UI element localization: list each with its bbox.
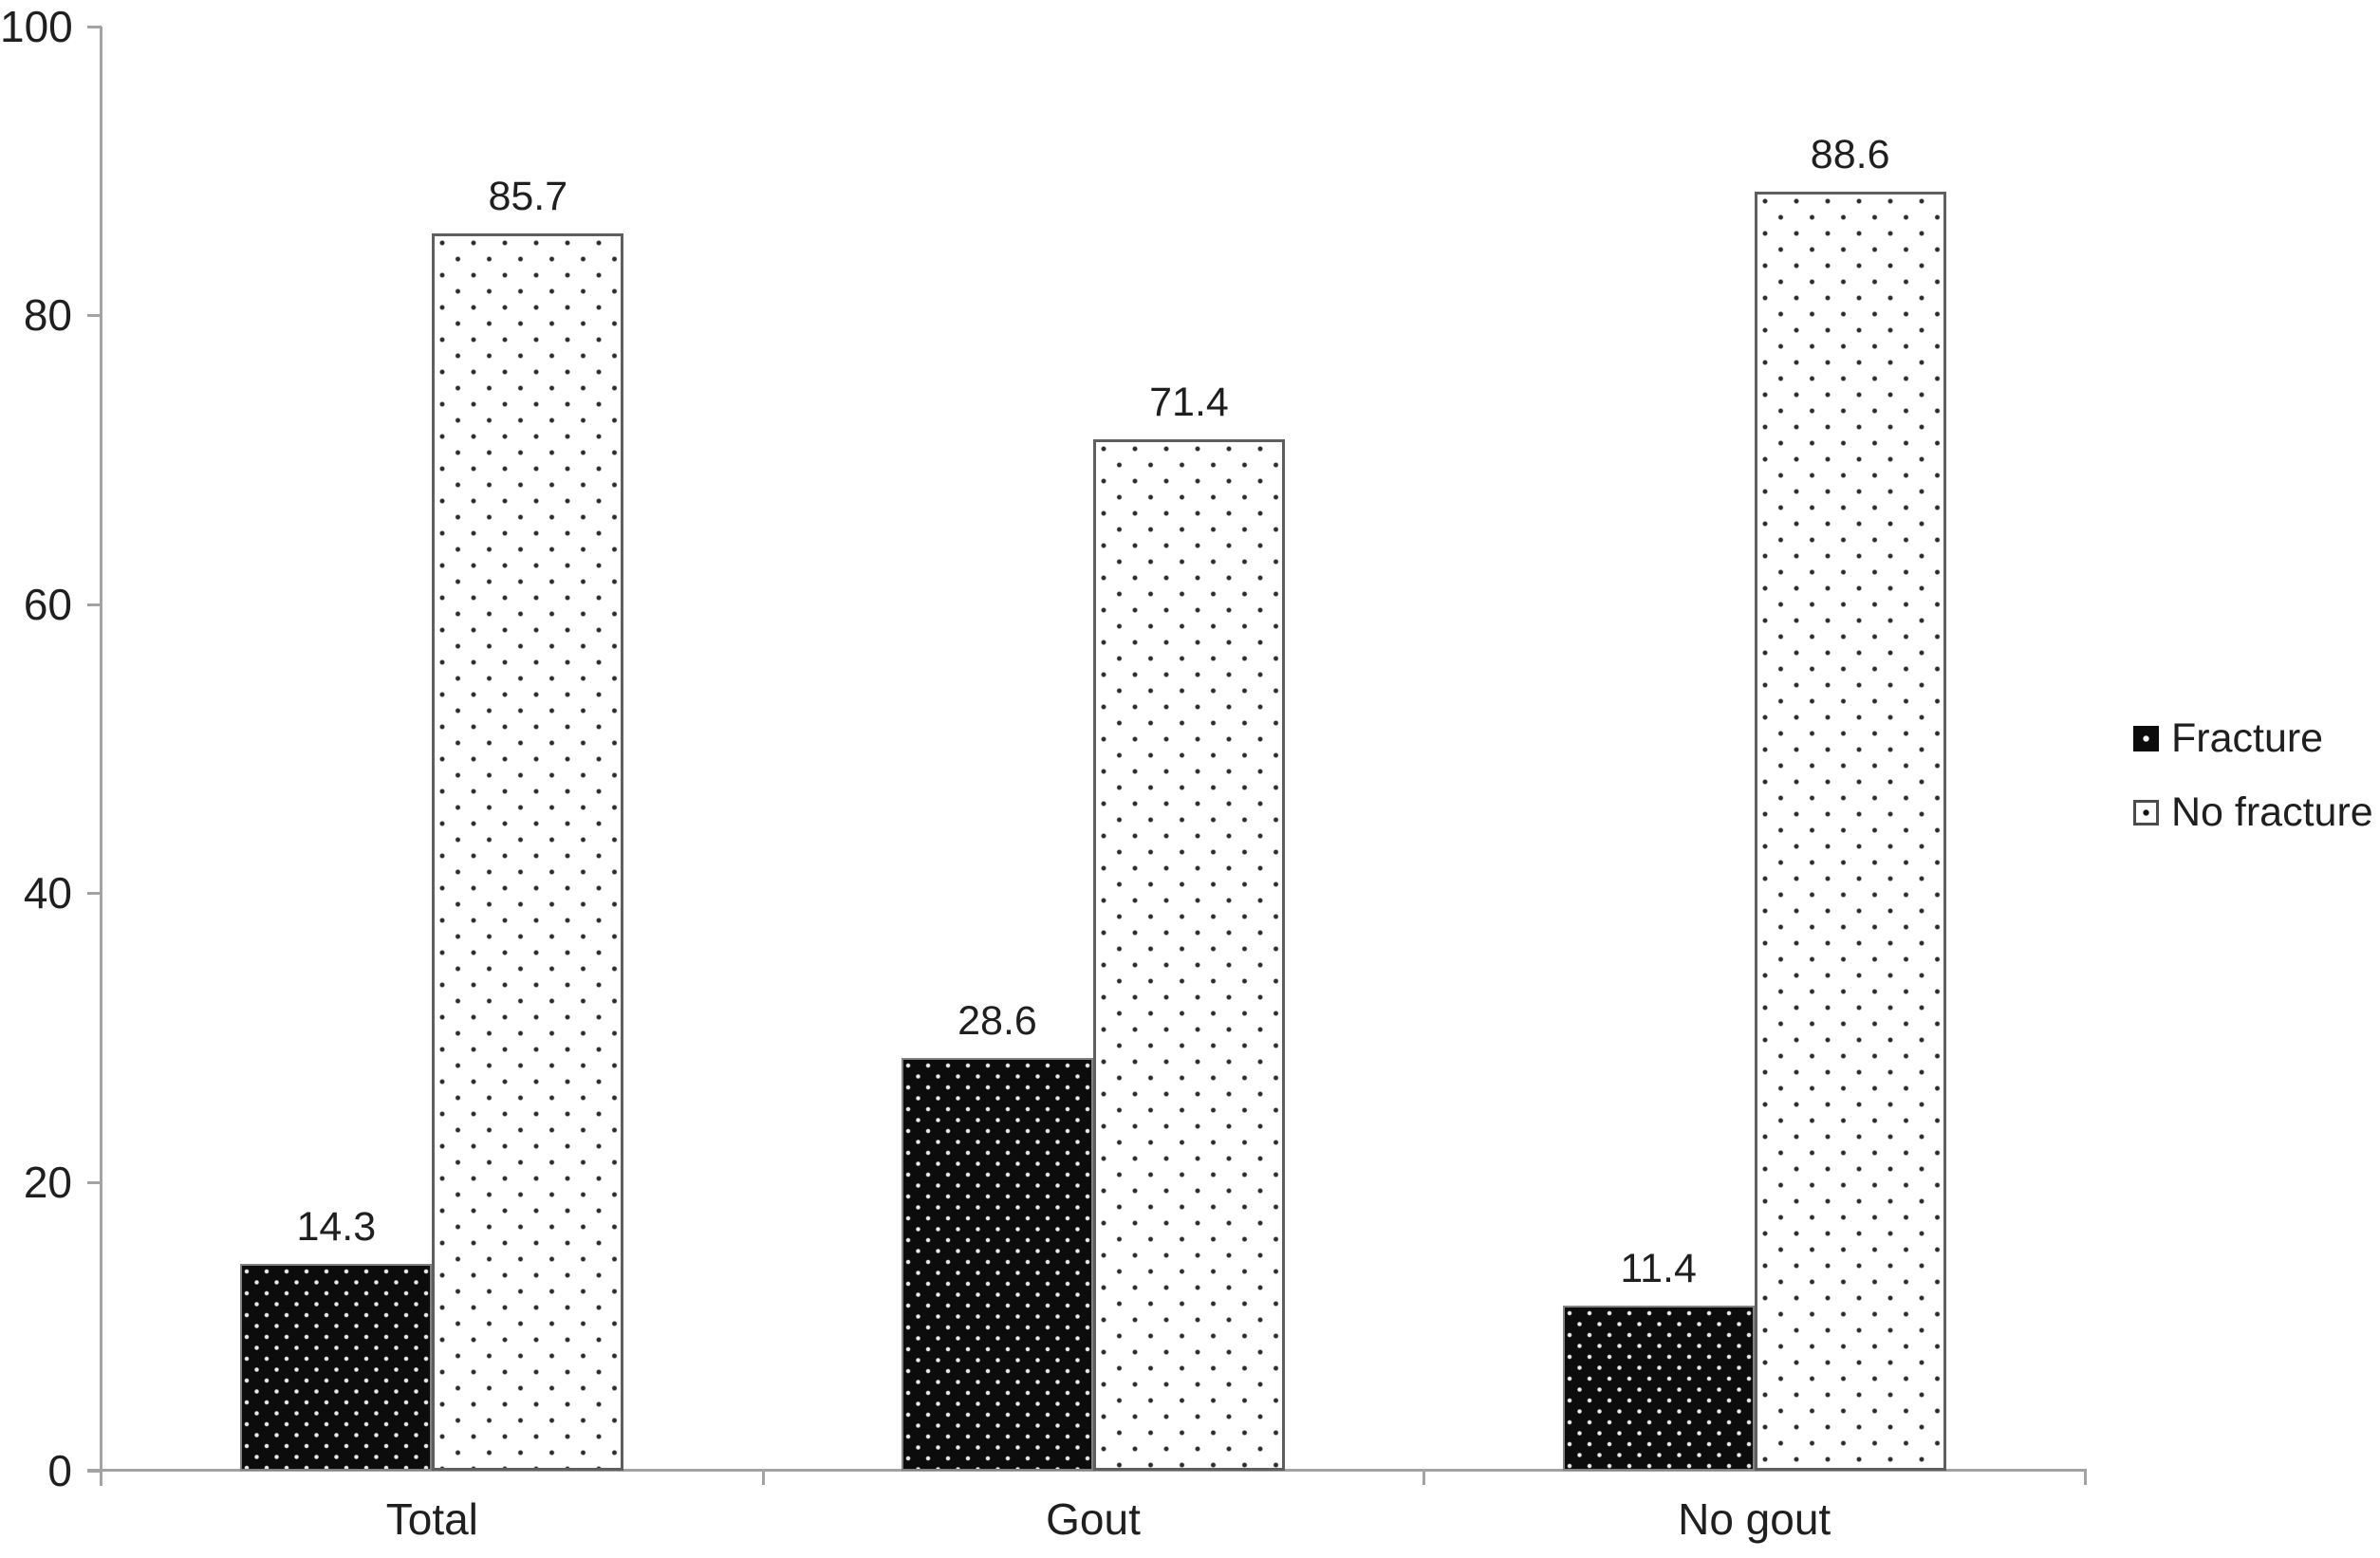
bar-value-label-fracture-gout: 28.6 <box>958 997 1037 1044</box>
bar-value-label-fracture-no-gout: 11.4 <box>1620 1246 1697 1292</box>
no-fracture-swatch-icon <box>2133 799 2159 825</box>
bar-no-fracture-gout <box>1093 439 1285 1471</box>
y-axis-tick <box>87 603 102 606</box>
x-category-label-gout: Gout <box>1046 1494 1141 1544</box>
bar-no-fracture-total <box>432 232 624 1471</box>
bar-value-label-no-fracture-no-gout: 88.6 <box>1810 131 1890 177</box>
y-axis-tick <box>87 892 102 896</box>
x-axis-tick <box>1422 1471 1426 1485</box>
bar-value-label-fracture-total: 14.3 <box>296 1204 377 1251</box>
y-axis-line <box>100 27 102 1486</box>
legend-item-fracture: Fracture <box>2133 714 2373 763</box>
y-tick-label: 40 <box>23 868 72 918</box>
x-axis-tick <box>761 1471 765 1485</box>
y-axis-tick <box>87 1470 102 1473</box>
bar-fracture-total <box>240 1264 433 1471</box>
legend-item-no-fracture: No fracture <box>2133 788 2373 837</box>
x-category-label-total: Total <box>385 1494 478 1544</box>
x-axis-tick <box>2084 1471 2087 1485</box>
legend: Fracture No fracture <box>2133 714 2373 862</box>
bar-value-label-no-fracture-total: 85.7 <box>488 173 568 219</box>
x-category-label-no-gout: No gout <box>1678 1494 1831 1544</box>
bar-value-label-no-fracture-gout: 71.4 <box>1149 380 1229 426</box>
bar-no-fracture-no-gout <box>1754 191 1946 1471</box>
bar-fracture-gout <box>902 1057 1093 1471</box>
y-axis-tick <box>87 1180 102 1184</box>
fracture-swatch-icon <box>2133 725 2159 751</box>
y-tick-label: 0 <box>47 1446 72 1495</box>
y-tick-label: 60 <box>23 579 72 629</box>
legend-label-fracture: Fracture <box>2171 715 2324 761</box>
y-axis-tick <box>87 26 102 28</box>
y-tick-label: 20 <box>23 1157 72 1207</box>
y-axis-tick <box>87 314 102 318</box>
y-tick-label: 100 <box>0 2 73 51</box>
y-tick-label: 80 <box>23 290 72 341</box>
legend-label-no-fracture: No fracture <box>2171 789 2373 835</box>
bar-fracture-no-gout <box>1562 1306 1755 1471</box>
